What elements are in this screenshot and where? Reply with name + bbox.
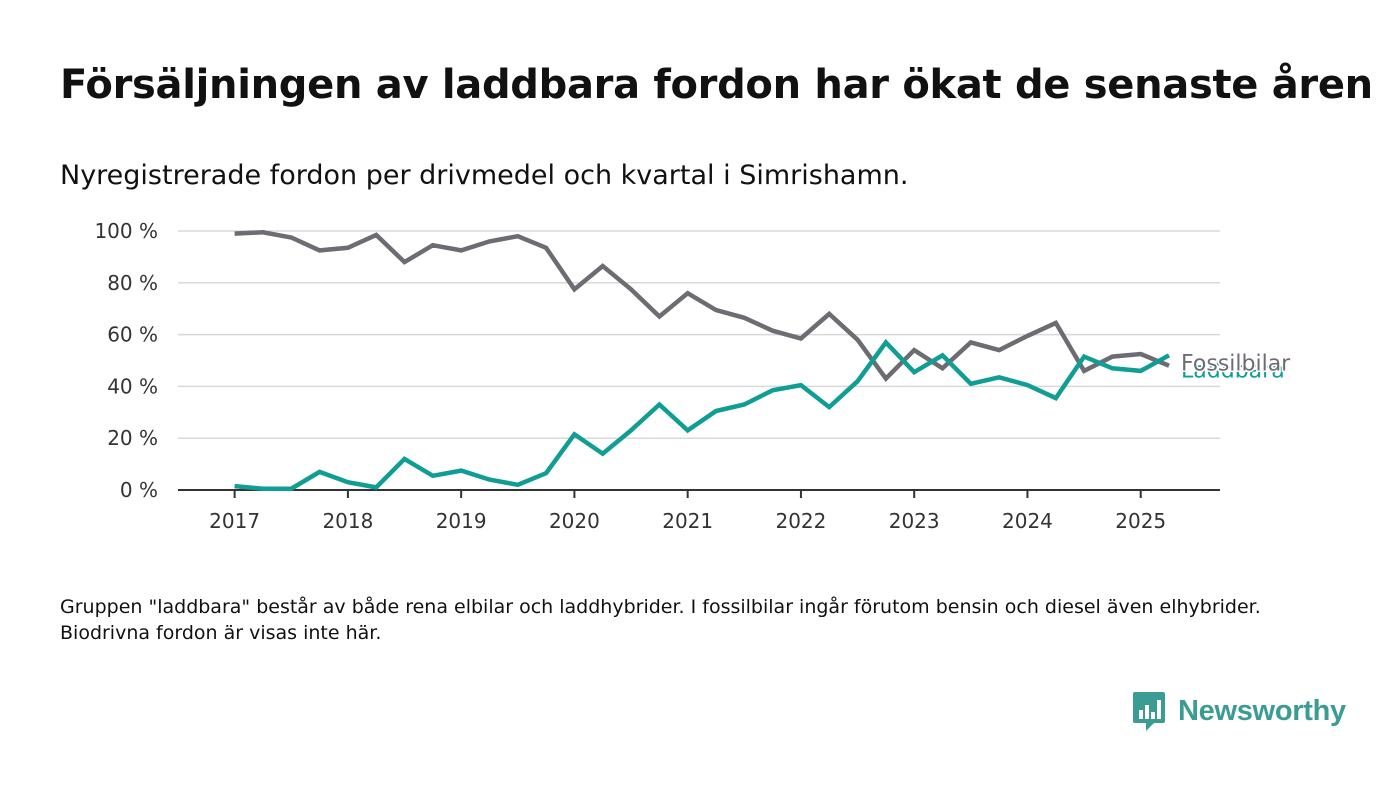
line-chart: 0 % 20 % 40 % 60 % 80 % 100 % 2017 2018 2019 202… bbox=[94, 219, 1293, 533]
footnote: Gruppen "laddbara" består av både rena e… bbox=[60, 596, 1261, 644]
y-tick-label: 80 % bbox=[107, 271, 158, 295]
x-tick-label: 2020 bbox=[549, 509, 600, 533]
x-tick-label: 2018 bbox=[322, 509, 373, 533]
y-tick-label: 0 % bbox=[120, 478, 158, 502]
series-label-fossilbilar: Fossilbilar bbox=[1181, 352, 1291, 377]
y-tick-label: 40 % bbox=[107, 374, 158, 398]
series-lines bbox=[234, 230, 1171, 491]
chat-bar-chart-icon bbox=[1133, 692, 1165, 731]
x-tick-label: 2022 bbox=[775, 509, 826, 533]
x-tick-label: 2023 bbox=[889, 509, 940, 533]
y-axis-ticks: 0 % 20 % 40 % 60 % 80 % 100 % bbox=[94, 219, 158, 502]
y-tick-label: 60 % bbox=[107, 323, 158, 347]
chart-subtitle: Nyregistrerade fordon per drivmedel och … bbox=[60, 160, 909, 191]
gridlines bbox=[178, 230, 1220, 439]
x-tick-label: 2017 bbox=[209, 509, 260, 533]
x-axis: 2017 2018 2019 2020 2021 2022 2023 2024 2025 bbox=[178, 489, 1220, 533]
page-title: Försäljningen av laddbara fordon har öka… bbox=[60, 62, 1373, 108]
y-tick-label: 100 % bbox=[94, 219, 158, 243]
series-line-laddbara bbox=[234, 338, 1171, 491]
x-tick-label: 2019 bbox=[436, 509, 487, 533]
x-tick-label: 2025 bbox=[1115, 509, 1166, 533]
x-tick-label: 2024 bbox=[1002, 509, 1053, 533]
series-label-laddbara: Laddbara bbox=[1181, 358, 1285, 383]
newsworthy-logo[interactable]: Newsworthy bbox=[1132, 690, 1346, 732]
y-tick-label: 20 % bbox=[107, 426, 158, 450]
x-tick-label: 2021 bbox=[662, 509, 713, 533]
series-line-fossilbilar bbox=[234, 230, 1170, 383]
logo-text: Newsworthy bbox=[1178, 694, 1346, 727]
